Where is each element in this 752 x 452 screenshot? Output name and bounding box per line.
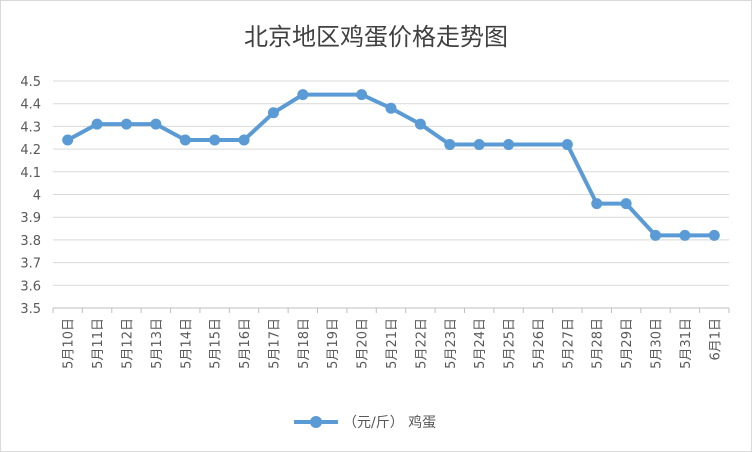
data-point (62, 134, 74, 146)
y-tick-label: 3.5 (20, 302, 41, 317)
x-tick-label: 6月1日 (708, 318, 723, 361)
x-tick-label: 5月12日 (120, 318, 135, 369)
x-tick-label: 5月31日 (679, 318, 694, 369)
chart-title: 北京地区鸡蛋价格走势图 (244, 23, 508, 51)
data-point (179, 134, 191, 146)
y-tick-label: 3.7 (20, 257, 41, 272)
x-tick-label: 5月28日 (591, 318, 606, 369)
data-point (414, 118, 426, 130)
data-point (356, 89, 368, 101)
x-tick-label: 5月14日 (179, 318, 194, 369)
data-point (91, 118, 103, 130)
x-tick-label: 5月22日 (414, 318, 429, 369)
legend-label: （元/斤） 鸡蛋 (343, 414, 436, 431)
x-tick-label: 5月30日 (650, 318, 665, 369)
x-tick-label: 5月26日 (532, 318, 547, 369)
data-point (650, 229, 662, 241)
y-tick-label: 4 (33, 189, 41, 204)
data-point (503, 139, 515, 151)
x-tick-label: 5月27日 (561, 318, 576, 369)
data-point (385, 102, 397, 114)
y-tick-label: 3.6 (20, 279, 41, 294)
x-axis-ticks: 5月10日 5月11日 5月12日 5月13日 5月14日 5月15日 5月16日 5月17日… (52, 308, 730, 369)
data-point (297, 89, 309, 101)
x-tick-label: 5月17日 (267, 318, 282, 369)
y-axis-ticks: 3.5 3.6 3.7 3.8 3.9 4 4.1 4.2 4.3 4.4 4.5 (20, 75, 41, 317)
y-tick-label: 3.8 (20, 234, 41, 249)
data-point (473, 139, 485, 151)
data-point (561, 139, 573, 151)
x-tick-label: 5月13日 (150, 318, 165, 369)
x-tick-label: 5月23日 (444, 318, 459, 369)
legend-marker (310, 416, 322, 428)
data-point (267, 107, 279, 119)
y-tick-label: 4.5 (20, 75, 41, 90)
y-tick-label: 3.9 (20, 211, 41, 226)
y-tick-label: 4.4 (20, 98, 41, 113)
x-tick-label: 5月15日 (209, 318, 224, 369)
series-layer (62, 89, 720, 241)
x-tick-label: 5月11日 (91, 318, 106, 369)
x-tick-label: 5月18日 (297, 318, 312, 369)
data-point (150, 118, 162, 130)
data-point (444, 139, 456, 151)
data-point (620, 198, 632, 210)
data-point (708, 229, 720, 241)
x-tick-label: 5月16日 (238, 318, 253, 369)
y-tick-label: 4.1 (20, 166, 41, 181)
x-tick-label: 5月24日 (473, 318, 488, 369)
x-tick-label: 5月10日 (62, 318, 77, 369)
x-tick-label: 5月29日 (620, 318, 635, 369)
data-point (209, 134, 221, 146)
x-tick-label: 5月21日 (385, 318, 400, 369)
series-line (66, 92, 715, 238)
x-tick-label: 5月25日 (503, 318, 518, 369)
x-tick-label: 5月20日 (356, 318, 371, 369)
data-point (238, 134, 250, 146)
data-point (679, 229, 691, 241)
y-tick-label: 4.3 (20, 120, 41, 135)
y-tick-label: 4.2 (20, 143, 41, 158)
data-point (591, 198, 603, 210)
gridlines (53, 80, 729, 309)
x-tick-label: 5月19日 (326, 318, 341, 369)
data-point (120, 118, 132, 130)
legend: （元/斤） 鸡蛋 (294, 414, 436, 431)
